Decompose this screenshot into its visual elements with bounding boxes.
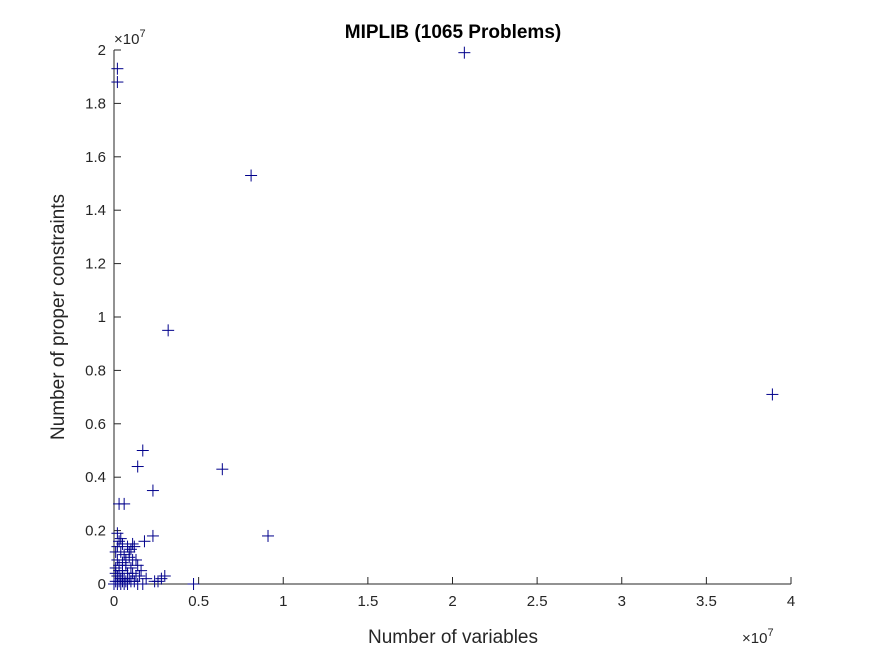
data-point <box>118 497 131 510</box>
data-point <box>216 463 229 476</box>
data-point <box>121 578 134 590</box>
data-point <box>146 484 159 497</box>
y-tick-label: 1.6 <box>85 149 106 166</box>
data-point <box>130 553 143 566</box>
svg-text:×107: ×107 <box>742 627 774 647</box>
data-point <box>131 460 144 473</box>
data-point <box>116 564 129 577</box>
data-point <box>109 567 122 580</box>
y-tick-label: 0 <box>98 576 106 593</box>
y-tick-label: 1 <box>98 309 106 326</box>
x-tick-label: 2.5 <box>527 593 548 610</box>
y-multiplier-base: ×10 <box>114 31 139 48</box>
x-multiplier-exponent: 7 <box>767 627 773 639</box>
x-tick-label: 4 <box>787 593 795 610</box>
data-point <box>146 529 159 542</box>
data-point <box>111 540 124 553</box>
data-point <box>111 76 124 89</box>
chart-title: MIPLIB (1065 Problems) <box>345 22 561 43</box>
data-point <box>113 559 126 572</box>
data-point <box>140 572 153 585</box>
y-tick-label: 1.2 <box>85 256 106 273</box>
data-points <box>108 46 779 590</box>
y-multiplier-exponent: 7 <box>139 28 145 40</box>
y-tick-label: 0.2 <box>85 523 106 540</box>
x-axis-multiplier: ×107 <box>742 627 774 647</box>
x-tick-label: 0.5 <box>188 593 209 610</box>
y-tick-label: 1.8 <box>85 95 106 112</box>
data-point <box>113 535 126 548</box>
svg-text:×107: ×107 <box>114 28 146 48</box>
data-point <box>119 553 132 566</box>
x-tick-label: 3.5 <box>696 593 717 610</box>
data-point <box>128 540 141 553</box>
x-tick-label: 2 <box>448 593 456 610</box>
data-point <box>162 324 175 337</box>
axes <box>113 50 791 585</box>
data-point <box>114 532 127 545</box>
y-axis-label: Number of proper constraints <box>48 194 69 440</box>
data-point <box>131 559 144 572</box>
data-point <box>458 46 471 59</box>
data-point <box>118 548 131 561</box>
data-point <box>124 543 137 556</box>
y-tick-label: 1.4 <box>85 202 106 219</box>
y-axis-multiplier: ×107 <box>114 28 146 48</box>
data-point <box>187 578 200 590</box>
data-point <box>111 62 124 75</box>
x-axis-ticks: 0 0.5 1 1.5 2 2.5 3 3.5 4 <box>110 577 795 610</box>
x-multiplier-base: ×10 <box>742 630 767 647</box>
data-point <box>124 575 137 588</box>
y-tick-label: 0.4 <box>85 469 106 486</box>
x-axis-label: Number of variables <box>368 627 538 648</box>
data-point <box>111 527 124 540</box>
data-point <box>262 529 275 542</box>
data-point <box>126 567 139 580</box>
data-point <box>133 569 146 582</box>
data-point <box>136 444 149 457</box>
data-point <box>123 572 136 585</box>
data-point <box>126 537 139 550</box>
data-point <box>158 569 171 582</box>
data-point <box>135 564 148 577</box>
data-point <box>766 388 779 401</box>
y-tick-label: 2 <box>98 42 106 59</box>
y-axis-ticks: 0 0.2 0.4 0.6 0.8 1 1.2 1.4 1.6 1.8 2 <box>85 42 121 593</box>
x-tick-label: 1.5 <box>357 593 378 610</box>
data-point <box>123 545 136 558</box>
data-point <box>155 572 168 585</box>
x-tick-label: 1 <box>279 593 287 610</box>
data-point <box>152 575 165 588</box>
data-point <box>116 537 129 550</box>
y-tick-label: 0.8 <box>85 362 106 379</box>
y-tick-label: 0.6 <box>85 416 106 433</box>
x-tick-label: 3 <box>618 593 626 610</box>
x-tick-label: 0 <box>110 593 118 610</box>
data-point <box>138 535 151 548</box>
data-point <box>136 578 149 590</box>
data-point <box>124 561 137 574</box>
data-point <box>245 169 258 182</box>
